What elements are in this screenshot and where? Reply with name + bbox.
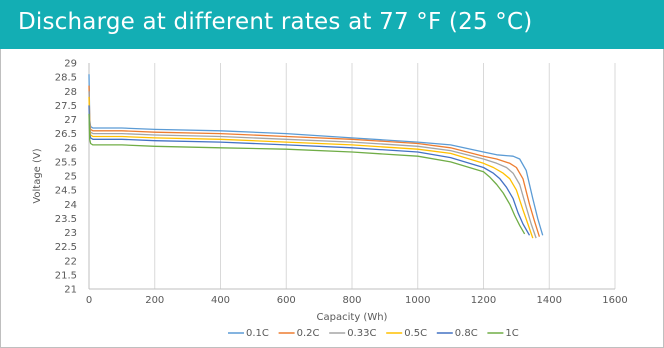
x-tick-label: 600 <box>277 295 296 306</box>
legend-label: 0.1C <box>246 328 269 339</box>
series-line-0.1C <box>88 74 544 236</box>
series-group <box>88 74 544 239</box>
y-tick-label: 27 <box>64 115 77 126</box>
title-bar: Discharge at different rates at 77 °F (2… <box>0 0 664 49</box>
x-tick-label: 800 <box>342 295 361 306</box>
series-line-0.33C <box>88 91 537 239</box>
legend-label: 1C <box>505 328 518 339</box>
x-tick-label: 1000 <box>405 295 430 306</box>
y-axis-label: Voltage (V) <box>32 148 43 203</box>
y-tick-label: 24 <box>64 200 77 211</box>
x-tick-label: 1200 <box>471 295 496 306</box>
axes: 0 200 400 600 800 1000 1200 1400 1600 21 21.5 22 22.… <box>55 59 628 307</box>
grid <box>154 63 616 289</box>
y-tick-label: 28.5 <box>55 73 77 84</box>
y-tick-label: 29 <box>64 59 77 70</box>
y-tick-label: 21.5 <box>55 270 77 281</box>
y-tick-label: 22 <box>64 256 77 267</box>
legend: 0.1C 0.2C 0.33C 0.5C 0.8C 1C <box>228 328 519 339</box>
x-tick-label: 200 <box>145 295 164 306</box>
y-tick-label: 27.5 <box>55 101 77 112</box>
legend-label: 0.33C <box>347 328 376 339</box>
y-tick-label: 25.5 <box>55 157 77 168</box>
legend-label: 0.2C <box>297 328 320 339</box>
y-tick-label: 26 <box>64 143 77 154</box>
x-tick-label: 400 <box>211 295 230 306</box>
y-tick-label: 22.5 <box>55 242 77 253</box>
chart-title: Discharge at different rates at 77 °F (2… <box>18 9 533 35</box>
x-axis-label: Capacity (Wh) <box>317 312 388 323</box>
series-line-0.2C <box>88 85 541 237</box>
y-tick-label: 24.5 <box>55 186 77 197</box>
series-line-0.5C <box>88 96 534 239</box>
x-tick-label: 1400 <box>537 295 562 306</box>
x-tick-label: 1600 <box>602 295 627 306</box>
y-tick-label: 25 <box>64 172 77 183</box>
y-tick-label: 26.5 <box>55 129 77 140</box>
y-tick-label: 21 <box>64 285 77 296</box>
discharge-chart: 0 200 400 600 800 1000 1200 1400 1600 21 21.5 22 22.… <box>32 59 628 340</box>
legend-label: 0.5C <box>404 328 427 339</box>
legend-label: 0.8C <box>455 328 478 339</box>
series-line-1C <box>88 113 526 235</box>
y-tick-label: 23.5 <box>55 214 77 225</box>
series-line-0.8C <box>88 105 531 236</box>
y-tick-label: 23 <box>64 228 77 239</box>
y-tick-label: 28 <box>64 87 77 98</box>
x-tick-label: 0 <box>86 295 92 306</box>
